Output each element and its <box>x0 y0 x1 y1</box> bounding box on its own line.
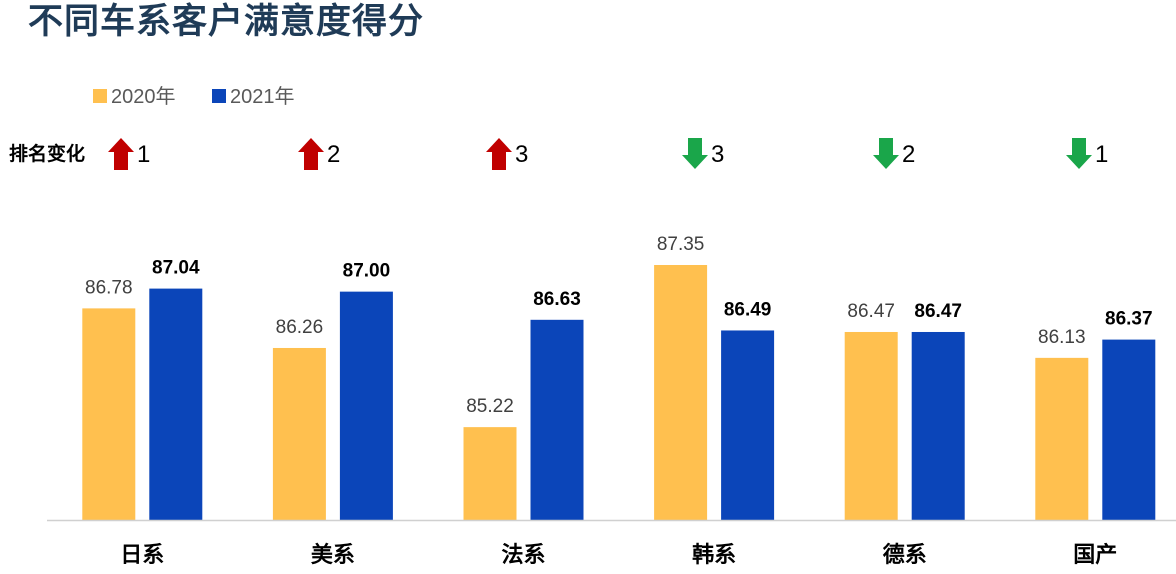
legend-label-2: 2021年 <box>230 85 295 108</box>
bar-2020-6 <box>1035 357 1089 520</box>
legend-label-1: 2020年 <box>111 85 176 108</box>
arrow-up-icon-2 <box>298 138 324 170</box>
bar-2021-1 <box>149 288 203 520</box>
data-label-2021-4: 86.49 <box>724 299 772 320</box>
data-label-2021-1: 87.04 <box>152 258 200 279</box>
data-label-2021-5: 86.47 <box>914 301 962 322</box>
rank-change-value-2: 2 <box>327 141 340 168</box>
arrow-up-icon-1 <box>108 138 134 170</box>
arrow-down-icon-6 <box>1066 138 1092 169</box>
x-axis: 日系 美系 法系 韩系 德系 国产 <box>47 519 1176 568</box>
data-label-2020-1: 86.78 <box>85 277 133 298</box>
rank-change-value-3: 3 <box>515 141 528 168</box>
data-label-2020-3: 85.22 <box>466 396 514 417</box>
category-label-1: 日系 <box>120 543 164 568</box>
category-label-4: 韩系 <box>692 542 736 568</box>
bar-2021-3 <box>530 319 584 520</box>
category-label-5: 德系 <box>883 542 927 568</box>
page-title: 不同车系客户满意度得分 <box>28 2 425 41</box>
data-label-2020-4: 87.35 <box>657 234 705 255</box>
category-label-6: 国产 <box>1073 543 1117 568</box>
data-label-2020-2: 86.26 <box>276 317 324 338</box>
bar-2021-4 <box>721 330 775 520</box>
legend-swatch-2 <box>212 89 226 103</box>
category-label-3: 法系 <box>501 543 545 568</box>
rank-change-value-4: 3 <box>711 141 724 168</box>
bar-2020-3 <box>463 427 517 520</box>
rank-change-value-6: 1 <box>1095 141 1108 168</box>
rank-change-label: 排名变化 <box>9 142 85 165</box>
rank-change-value-5: 2 <box>902 141 915 168</box>
bar-2020-2 <box>272 347 326 520</box>
bar-2020-4 <box>654 265 708 520</box>
bar-2021-2 <box>339 291 393 520</box>
rank-change-row: 排名变化 1 2 3 3 2 1 <box>9 138 1108 170</box>
data-label-2020-5: 86.47 <box>847 301 895 322</box>
arrow-down-icon-4 <box>682 138 708 169</box>
data-label-2020-6: 86.13 <box>1038 327 1086 348</box>
bar-2021-5 <box>911 331 965 520</box>
chart-legend: 2020年 2021年 <box>93 85 295 108</box>
arrow-up-icon-3 <box>486 138 512 170</box>
rank-change-value-1: 1 <box>137 141 150 168</box>
bar-2020-5 <box>844 331 898 520</box>
bar-2021-6 <box>1102 339 1156 520</box>
data-label-2021-6: 86.37 <box>1105 309 1153 330</box>
data-label-2021-3: 86.63 <box>533 289 581 310</box>
legend-swatch-1 <box>93 89 107 103</box>
data-label-2021-2: 87.00 <box>343 261 391 282</box>
bar-2020-1 <box>82 308 136 520</box>
bar-group: 86.78 87.04 86.26 87.00 85.22 86.63 87.35 86.49… <box>82 234 1156 520</box>
arrow-down-icon-5 <box>873 138 899 169</box>
category-label-2: 美系 <box>311 542 355 568</box>
